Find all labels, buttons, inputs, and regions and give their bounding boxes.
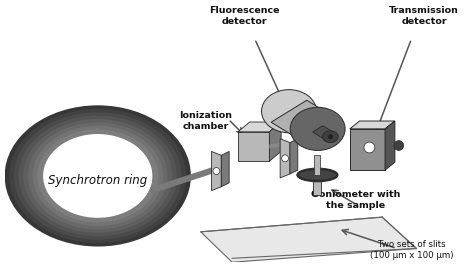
Polygon shape bbox=[271, 100, 336, 140]
Text: Fluorescence
detector: Fluorescence detector bbox=[210, 6, 280, 26]
Ellipse shape bbox=[23, 119, 172, 233]
Ellipse shape bbox=[5, 105, 191, 247]
Ellipse shape bbox=[44, 135, 152, 217]
Ellipse shape bbox=[18, 116, 177, 236]
Polygon shape bbox=[314, 155, 320, 175]
Text: Ionization
chamber: Ionization chamber bbox=[179, 111, 232, 131]
Polygon shape bbox=[290, 139, 298, 174]
Circle shape bbox=[394, 141, 404, 151]
Polygon shape bbox=[385, 121, 395, 170]
Ellipse shape bbox=[297, 168, 338, 182]
Ellipse shape bbox=[290, 107, 345, 151]
Text: Synchrotron ring: Synchrotron ring bbox=[48, 174, 147, 187]
Polygon shape bbox=[238, 132, 269, 161]
Polygon shape bbox=[269, 122, 281, 161]
Ellipse shape bbox=[37, 129, 158, 222]
Text: Goniometer with
the sample: Goniometer with the sample bbox=[311, 190, 401, 210]
Circle shape bbox=[328, 134, 333, 139]
Ellipse shape bbox=[299, 170, 336, 180]
Polygon shape bbox=[201, 217, 417, 262]
Ellipse shape bbox=[262, 90, 317, 133]
Circle shape bbox=[364, 142, 375, 153]
Polygon shape bbox=[150, 165, 220, 194]
Ellipse shape bbox=[14, 112, 182, 240]
Circle shape bbox=[282, 155, 289, 162]
Polygon shape bbox=[312, 126, 336, 140]
Polygon shape bbox=[350, 129, 385, 170]
Text: Two sets of slits
(100 μm x 100 μm): Two sets of slits (100 μm x 100 μm) bbox=[370, 240, 453, 260]
Polygon shape bbox=[221, 151, 229, 187]
Polygon shape bbox=[211, 151, 221, 191]
Polygon shape bbox=[238, 122, 281, 132]
Polygon shape bbox=[269, 143, 281, 148]
Polygon shape bbox=[313, 175, 321, 194]
Ellipse shape bbox=[28, 122, 168, 229]
Polygon shape bbox=[350, 121, 395, 129]
Ellipse shape bbox=[33, 126, 163, 226]
Text: Transmission
detector: Transmission detector bbox=[389, 6, 459, 26]
Circle shape bbox=[213, 168, 220, 174]
Polygon shape bbox=[280, 139, 290, 178]
Ellipse shape bbox=[322, 131, 338, 143]
Ellipse shape bbox=[9, 109, 186, 243]
